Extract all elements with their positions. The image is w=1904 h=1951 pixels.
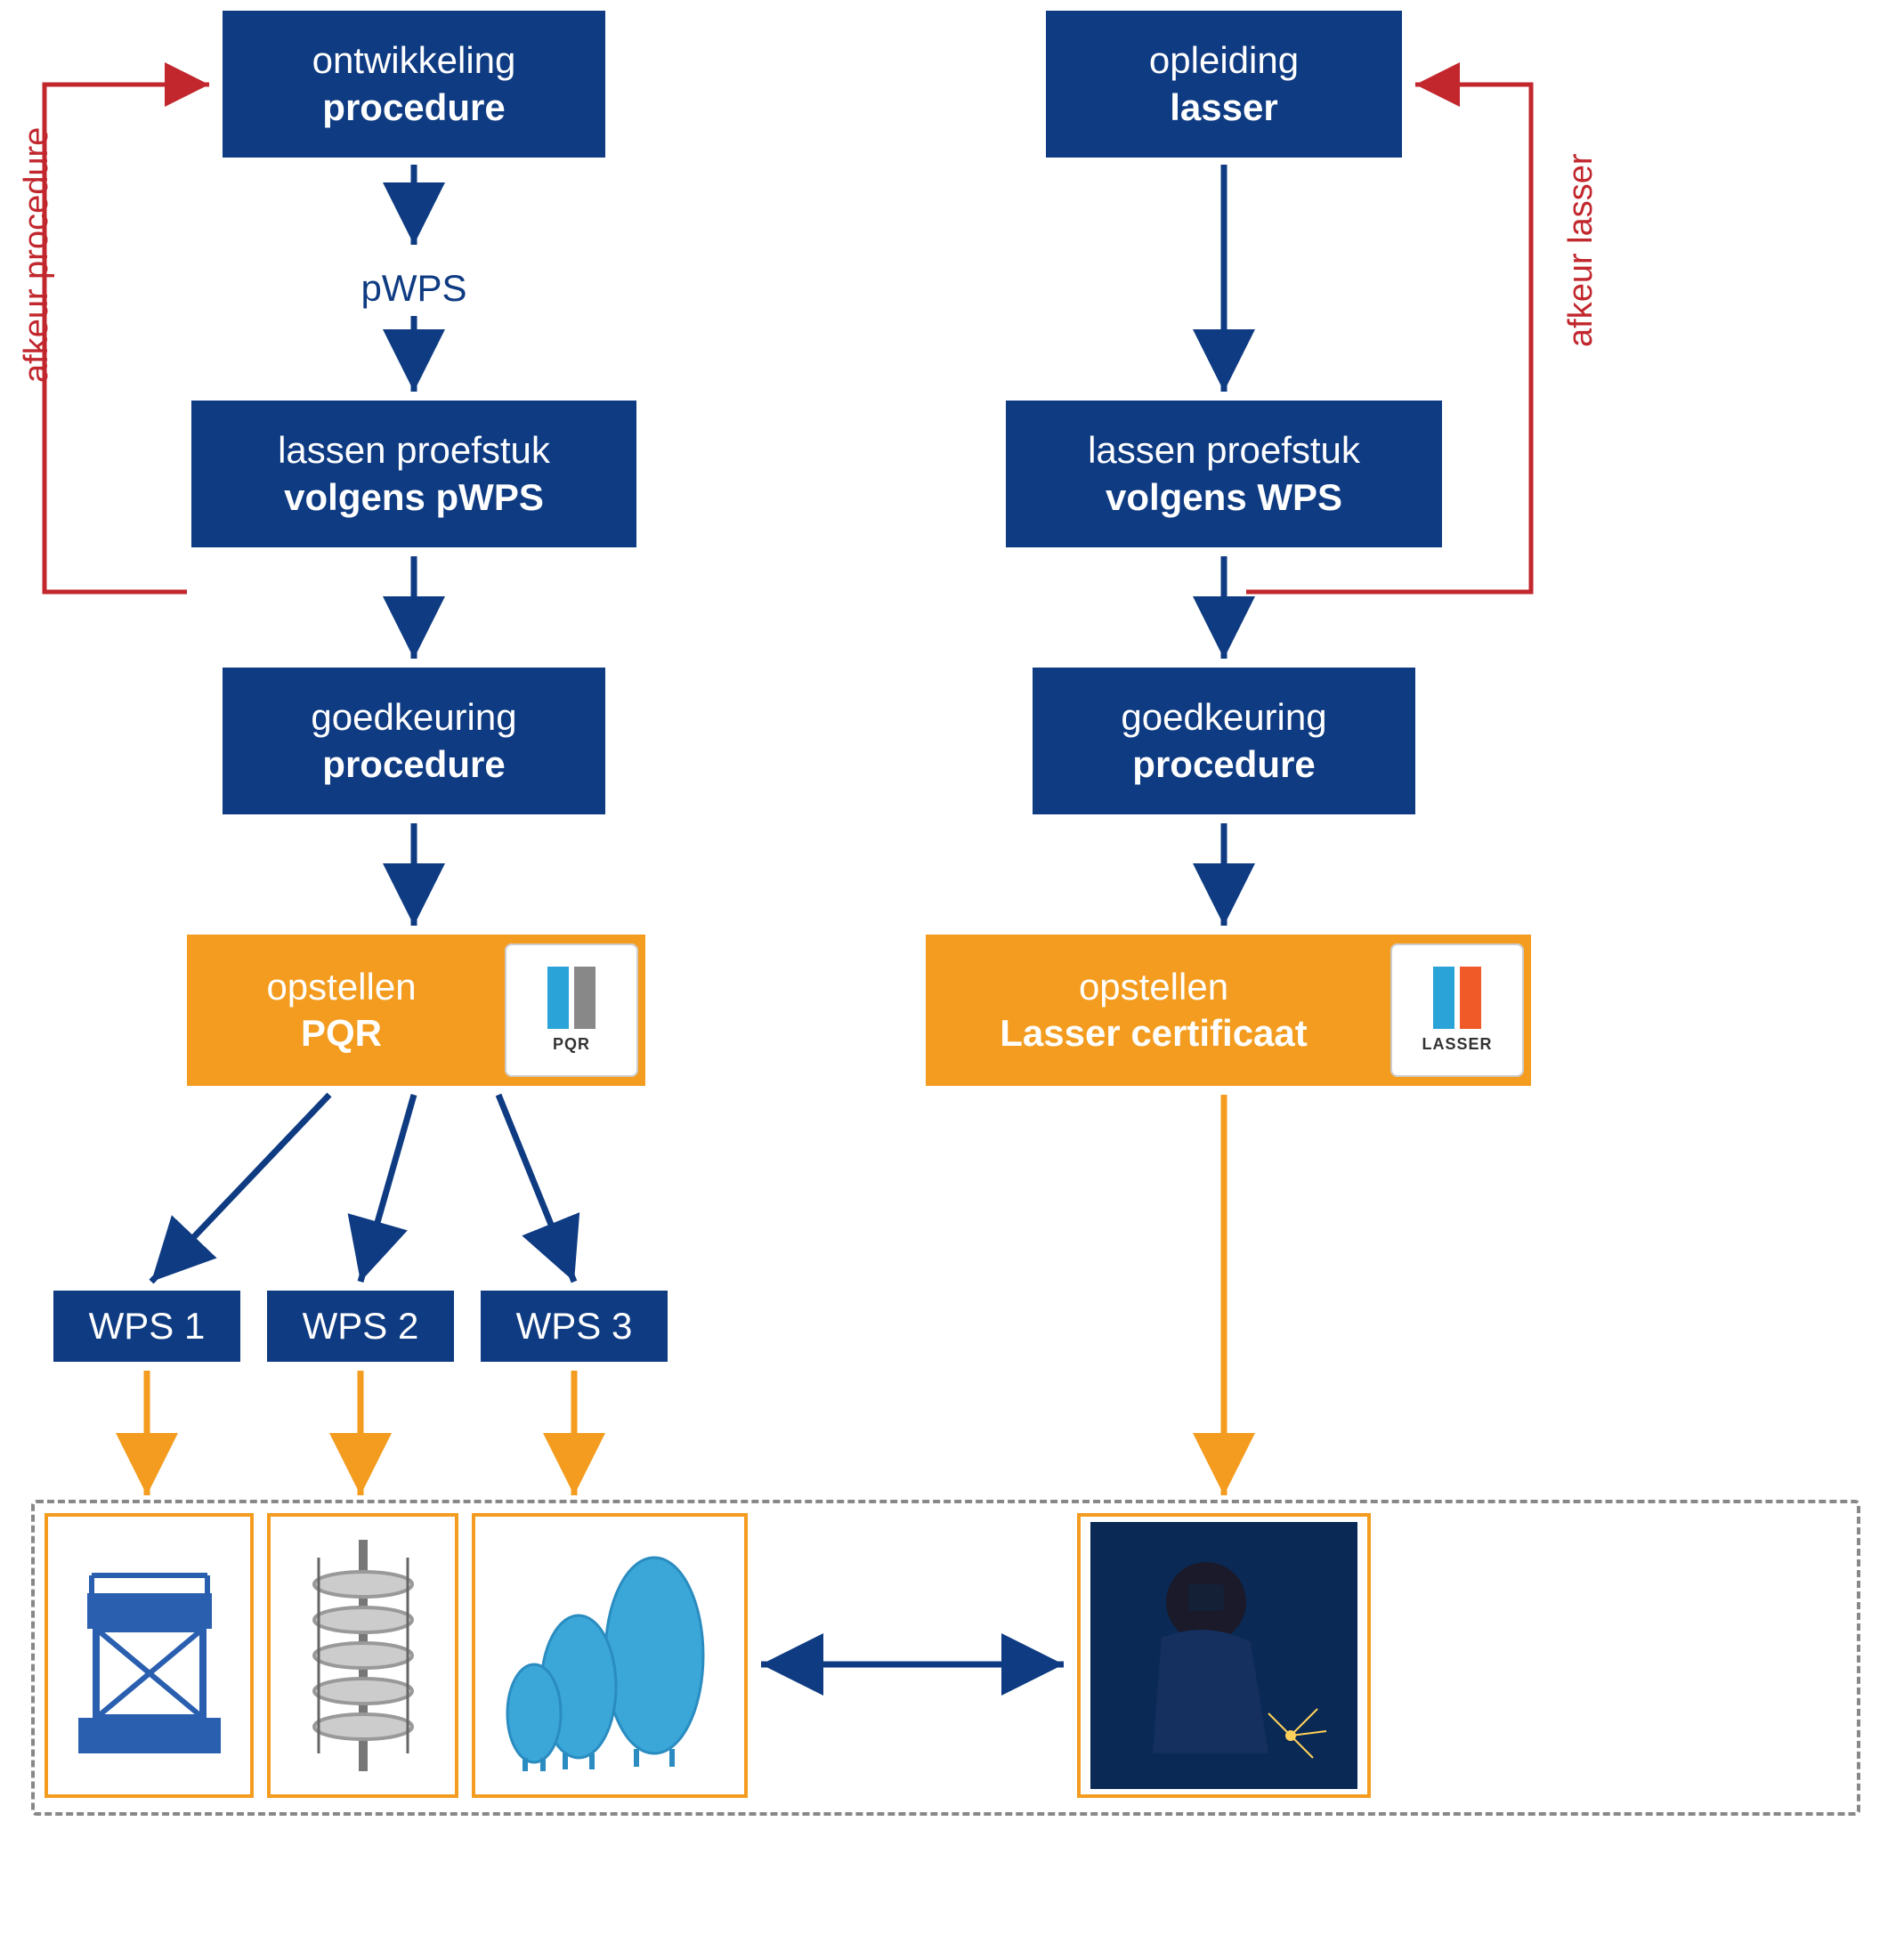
badge-label: LASSER xyxy=(1422,1034,1492,1055)
flow-node-r3: goedkeuringprocedure xyxy=(1033,668,1415,814)
flow-node-n2: lassen proefstukvolgens pWPS xyxy=(191,401,636,547)
arrow-sp2 xyxy=(361,1095,414,1282)
feedback-label-procedure: afkeur procedure xyxy=(18,127,56,383)
product-image-1 xyxy=(45,1513,254,1798)
flow-node-r2: lassen proefstukvolgens WPS xyxy=(1006,401,1442,547)
feedback-label-lasser: afkeur lasser xyxy=(1562,153,1600,347)
product-image-2 xyxy=(267,1513,458,1798)
node-line2: procedure xyxy=(322,741,505,789)
node-line2: volgens WPS xyxy=(1106,474,1342,522)
node-line1: WPS 2 xyxy=(303,1303,419,1350)
flow-node-r1: opleidinglasser xyxy=(1046,11,1402,158)
node-line1: lassen proefstuk xyxy=(1088,427,1360,474)
node-line1: goedkeuring xyxy=(311,694,516,741)
arrow-sp3 xyxy=(498,1095,574,1282)
node-line2: Lasser certificaat xyxy=(1000,1010,1308,1057)
product-image-3 xyxy=(472,1513,748,1798)
node-line1: ontwikkeling xyxy=(312,37,516,85)
flow-node-n4: opstellenPQRPQR xyxy=(187,935,645,1086)
flow-node-n1: ontwikkelingprocedure xyxy=(223,11,605,158)
node-line1: opstellen xyxy=(1079,964,1228,1011)
welder-image xyxy=(1077,1513,1371,1798)
node-line1: lassen proefstuk xyxy=(278,427,550,474)
logo-badge: LASSER xyxy=(1390,943,1524,1077)
flow-node-w3: WPS 3 xyxy=(481,1291,668,1362)
badge-label: PQR xyxy=(553,1034,590,1055)
node-line1: opstellen xyxy=(266,964,416,1011)
node-line1: goedkeuring xyxy=(1121,694,1326,741)
flow-node-w1: WPS 1 xyxy=(53,1291,240,1362)
flow-node-w2: WPS 2 xyxy=(267,1291,454,1362)
node-line1: WPS 1 xyxy=(89,1303,206,1350)
node-line1: WPS 3 xyxy=(516,1303,633,1350)
arrow-sp1 xyxy=(151,1095,329,1282)
node-line2: PQR xyxy=(301,1010,382,1057)
node-line1: opleiding xyxy=(1149,37,1299,85)
node-line2: lasser xyxy=(1170,85,1277,132)
node-line2: procedure xyxy=(322,85,505,132)
flow-node-r4: opstellenLasser certificaat LASSER xyxy=(926,935,1531,1086)
node-line2: volgens pWPS xyxy=(284,474,544,522)
node-line2: procedure xyxy=(1132,741,1315,789)
pwps-label: pWPS xyxy=(325,267,503,310)
arrow-fb1 xyxy=(45,85,209,592)
logo-badge: PQR xyxy=(505,943,638,1077)
flow-node-n3: goedkeuringprocedure xyxy=(223,668,605,814)
